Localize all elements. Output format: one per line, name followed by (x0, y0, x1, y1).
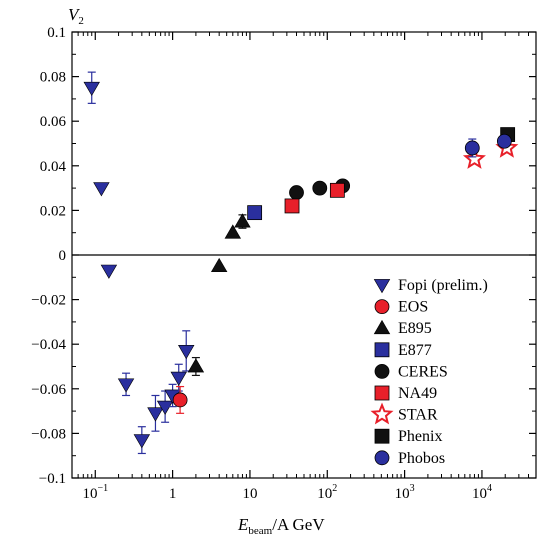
series-layer (83, 71, 519, 455)
x-axis-label-rest: /A GeV (272, 515, 325, 534)
data-point (224, 224, 242, 239)
legend-label: E877 (398, 342, 432, 359)
data-point (83, 81, 100, 97)
legend-marker (374, 428, 390, 444)
data-point (312, 180, 328, 196)
series-eos (172, 385, 188, 414)
data-point (147, 407, 164, 422)
y-tick-label: 0.06 (40, 114, 67, 130)
legend-label: NA49 (398, 385, 437, 402)
legend-marker (370, 402, 394, 425)
data-point (464, 140, 480, 156)
legend-label: Phenix (398, 428, 442, 445)
y-tick-label: 0.1 (47, 25, 66, 41)
series-e877 (247, 205, 263, 221)
x-axis-label-main: E (237, 515, 249, 534)
y-tick-label: 0.04 (40, 159, 67, 175)
legend: Fopi (prelim.) EOS E895 E877 CERES NA49 STAR Ph… (370, 277, 488, 467)
legend-label: CERES (398, 363, 448, 380)
legend-label: EOS (398, 299, 428, 316)
data-point (496, 133, 512, 149)
data-point (117, 378, 135, 393)
legend-item: NA49 (374, 385, 437, 402)
y-tick-label: 0.08 (40, 70, 66, 86)
data-point (178, 344, 195, 360)
data-point (329, 182, 345, 198)
legend-item: E895 (373, 319, 432, 337)
data-point (234, 213, 251, 228)
data-point (172, 392, 188, 408)
y-tick-label: 0 (59, 248, 67, 264)
legend-item: STAR (370, 402, 438, 425)
y-tick-label: −0.02 (31, 293, 66, 309)
legend-item: Phenix (374, 428, 442, 445)
legend-marker (373, 319, 391, 335)
y-axis: −0.1 −0.08 −0.06 −0.04 −0.02 0 0.02 0.04 0.06 0.0… (31, 25, 536, 487)
y-axis-label-subscript: 2 (78, 15, 84, 27)
data-point (93, 182, 110, 197)
x-tick-label: 1 (169, 486, 177, 502)
x-axis-label-subscript: beam (248, 525, 272, 537)
x-axis-label: Ebeam/A GeV (237, 515, 325, 537)
legend-marker (374, 450, 390, 466)
series-fopi-prelim (83, 71, 195, 455)
data-point (247, 205, 263, 221)
x-tick-label: 103 (395, 483, 415, 502)
x-tick-label: 104 (472, 483, 492, 502)
data-point (462, 147, 486, 169)
legend-item: CERES (374, 363, 448, 380)
series-na49 (284, 182, 345, 214)
data-point (156, 400, 174, 415)
legend-marker (374, 363, 390, 379)
legend-marker (374, 299, 390, 315)
data-point (187, 358, 205, 373)
legend-label: Fopi (prelim.) (398, 277, 488, 294)
y-axis-label: V2 (68, 5, 84, 27)
x-tick-label: 10−1 (82, 483, 108, 502)
y-tick-label: −0.1 (39, 471, 66, 487)
x-tick-label: 102 (317, 483, 337, 502)
legend-label: Phobos (398, 450, 445, 467)
legend-label: E895 (398, 320, 432, 337)
data-point (210, 257, 228, 273)
y-tick-label: −0.06 (31, 382, 66, 398)
y-tick-label: 0.02 (40, 203, 66, 219)
y-tick-label: −0.04 (31, 337, 66, 353)
x-tick-label: 10 (242, 486, 257, 502)
y-tick-label: −0.08 (31, 426, 66, 442)
legend-label: STAR (398, 407, 438, 424)
legend-marker (374, 342, 390, 358)
series-phobos (464, 133, 512, 158)
legend-item: Fopi (prelim.) (373, 277, 488, 294)
legend-marker (374, 385, 390, 401)
data-point (284, 198, 300, 214)
series-e895 (187, 213, 251, 377)
x-axis: 10−1 1 10 102 103 104 (71, 32, 537, 502)
data-point (133, 434, 151, 449)
legend-item: Phobos (374, 450, 445, 467)
legend-marker (373, 279, 391, 294)
legend-item: EOS (374, 299, 428, 316)
legend-item: E877 (374, 342, 432, 359)
data-point (170, 371, 187, 386)
data-point (289, 185, 304, 200)
data-point (100, 264, 118, 279)
